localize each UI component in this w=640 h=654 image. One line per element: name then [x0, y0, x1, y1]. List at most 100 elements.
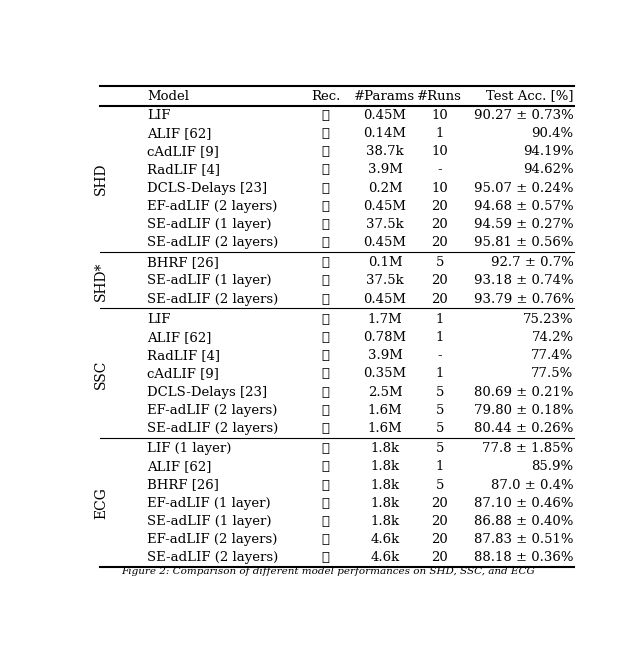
Text: ✓: ✓ [321, 404, 330, 417]
Text: 20: 20 [431, 533, 448, 546]
Text: LIF: LIF [147, 313, 170, 326]
Text: 75.23%: 75.23% [523, 313, 573, 326]
Text: LIF (1 layer): LIF (1 layer) [147, 442, 231, 455]
Text: RadLIF [4]: RadLIF [4] [147, 164, 220, 177]
Text: cAdLIF [9]: cAdLIF [9] [147, 368, 219, 381]
Text: 1.7M: 1.7M [367, 313, 403, 326]
Text: SE-adLIF (2 layers): SE-adLIF (2 layers) [147, 422, 278, 435]
Text: ✓: ✓ [321, 442, 330, 455]
Text: ✓: ✓ [321, 533, 330, 546]
Text: ✓: ✓ [321, 293, 330, 305]
Text: 93.79 ± 0.76%: 93.79 ± 0.76% [474, 293, 573, 305]
Text: 4.6k: 4.6k [371, 533, 399, 546]
Text: 20: 20 [431, 497, 448, 509]
Text: 10: 10 [431, 109, 448, 122]
Text: ✓: ✓ [321, 164, 330, 177]
Text: BHRF [26]: BHRF [26] [147, 256, 219, 269]
Text: 37.5k: 37.5k [366, 218, 404, 231]
Text: 80.69 ± 0.21%: 80.69 ± 0.21% [474, 386, 573, 399]
Text: ✓: ✓ [321, 479, 330, 492]
Text: ✓: ✓ [321, 460, 330, 473]
Text: ✓: ✓ [321, 109, 330, 122]
Text: 3.9M: 3.9M [367, 349, 403, 362]
Text: 77.8 ± 1.85%: 77.8 ± 1.85% [483, 442, 573, 455]
Text: 86.88 ± 0.40%: 86.88 ± 0.40% [474, 515, 573, 528]
Text: RadLIF [4]: RadLIF [4] [147, 349, 220, 362]
Text: 0.14M: 0.14M [364, 127, 406, 140]
Text: -: - [437, 349, 442, 362]
Text: 0.45M: 0.45M [364, 109, 406, 122]
Text: 20: 20 [431, 551, 448, 564]
Text: 95.81 ± 0.56%: 95.81 ± 0.56% [474, 236, 573, 249]
Text: ECG: ECG [94, 487, 108, 519]
Text: 1.8k: 1.8k [371, 460, 399, 473]
Text: DCLS-Delays [23]: DCLS-Delays [23] [147, 182, 267, 194]
Text: 90.4%: 90.4% [531, 127, 573, 140]
Text: SE-adLIF (2 layers): SE-adLIF (2 layers) [147, 551, 278, 564]
Text: ✓: ✓ [321, 127, 330, 140]
Text: 3.9M: 3.9M [367, 164, 403, 177]
Text: 85.9%: 85.9% [531, 460, 573, 473]
Text: Model: Model [147, 90, 189, 103]
Text: 20: 20 [431, 199, 448, 213]
Text: SHD*: SHD* [94, 262, 108, 301]
Text: ALIF [62]: ALIF [62] [147, 127, 211, 140]
Text: 0.78M: 0.78M [364, 331, 406, 344]
Text: 10: 10 [431, 145, 448, 158]
Text: 20: 20 [431, 236, 448, 249]
Text: ✗: ✗ [321, 145, 330, 158]
Text: 38.7k: 38.7k [366, 145, 404, 158]
Text: EF-adLIF (2 layers): EF-adLIF (2 layers) [147, 533, 277, 546]
Text: ✓: ✓ [321, 275, 330, 288]
Text: SE-adLIF (1 layer): SE-adLIF (1 layer) [147, 218, 271, 231]
Text: 77.5%: 77.5% [531, 368, 573, 381]
Text: ALIF [62]: ALIF [62] [147, 460, 211, 473]
Text: 2.5M: 2.5M [368, 386, 403, 399]
Text: LIF: LIF [147, 109, 170, 122]
Text: 92.7 ± 0.7%: 92.7 ± 0.7% [491, 256, 573, 269]
Text: SHD: SHD [94, 163, 108, 195]
Text: 5: 5 [435, 422, 444, 435]
Text: ✓: ✓ [321, 236, 330, 249]
Text: 1.8k: 1.8k [371, 497, 399, 509]
Text: 20: 20 [431, 515, 448, 528]
Text: ✓: ✓ [321, 422, 330, 435]
Text: 1.6M: 1.6M [367, 422, 403, 435]
Text: 37.5k: 37.5k [366, 275, 404, 288]
Text: 1: 1 [435, 368, 444, 381]
Text: 0.45M: 0.45M [364, 293, 406, 305]
Text: 1.6M: 1.6M [367, 404, 403, 417]
Text: 10: 10 [431, 182, 448, 194]
Text: 77.4%: 77.4% [531, 349, 573, 362]
Text: ALIF [62]: ALIF [62] [147, 331, 211, 344]
Text: 5: 5 [435, 256, 444, 269]
Text: ✓: ✓ [321, 218, 330, 231]
Text: 93.18 ± 0.74%: 93.18 ± 0.74% [474, 275, 573, 288]
Text: 5: 5 [435, 386, 444, 399]
Text: ✓: ✓ [321, 313, 330, 326]
Text: 0.35M: 0.35M [364, 368, 406, 381]
Text: SE-adLIF (2 layers): SE-adLIF (2 layers) [147, 293, 278, 305]
Text: ✓: ✓ [321, 199, 330, 213]
Text: 87.0 ± 0.4%: 87.0 ± 0.4% [491, 479, 573, 492]
Text: 5: 5 [435, 479, 444, 492]
Text: 0.2M: 0.2M [368, 182, 403, 194]
Text: ✓: ✓ [321, 349, 330, 362]
Text: ✓: ✓ [321, 515, 330, 528]
Text: 87.83 ± 0.51%: 87.83 ± 0.51% [474, 533, 573, 546]
Text: 1.8k: 1.8k [371, 479, 399, 492]
Text: 90.27 ± 0.73%: 90.27 ± 0.73% [474, 109, 573, 122]
Text: 79.80 ± 0.18%: 79.80 ± 0.18% [474, 404, 573, 417]
Text: 94.68 ± 0.57%: 94.68 ± 0.57% [474, 199, 573, 213]
Text: 1: 1 [435, 331, 444, 344]
Text: 94.59 ± 0.27%: 94.59 ± 0.27% [474, 218, 573, 231]
Text: EF-adLIF (1 layer): EF-adLIF (1 layer) [147, 497, 271, 509]
Text: EF-adLIF (2 layers): EF-adLIF (2 layers) [147, 199, 277, 213]
Text: ✓: ✓ [321, 331, 330, 344]
Text: 1: 1 [435, 313, 444, 326]
Text: DCLS-Delays [23]: DCLS-Delays [23] [147, 386, 267, 399]
Text: #Runs: #Runs [417, 90, 462, 103]
Text: Test Acc. [%]: Test Acc. [%] [486, 90, 573, 103]
Text: ✓: ✓ [321, 551, 330, 564]
Text: 94.19%: 94.19% [523, 145, 573, 158]
